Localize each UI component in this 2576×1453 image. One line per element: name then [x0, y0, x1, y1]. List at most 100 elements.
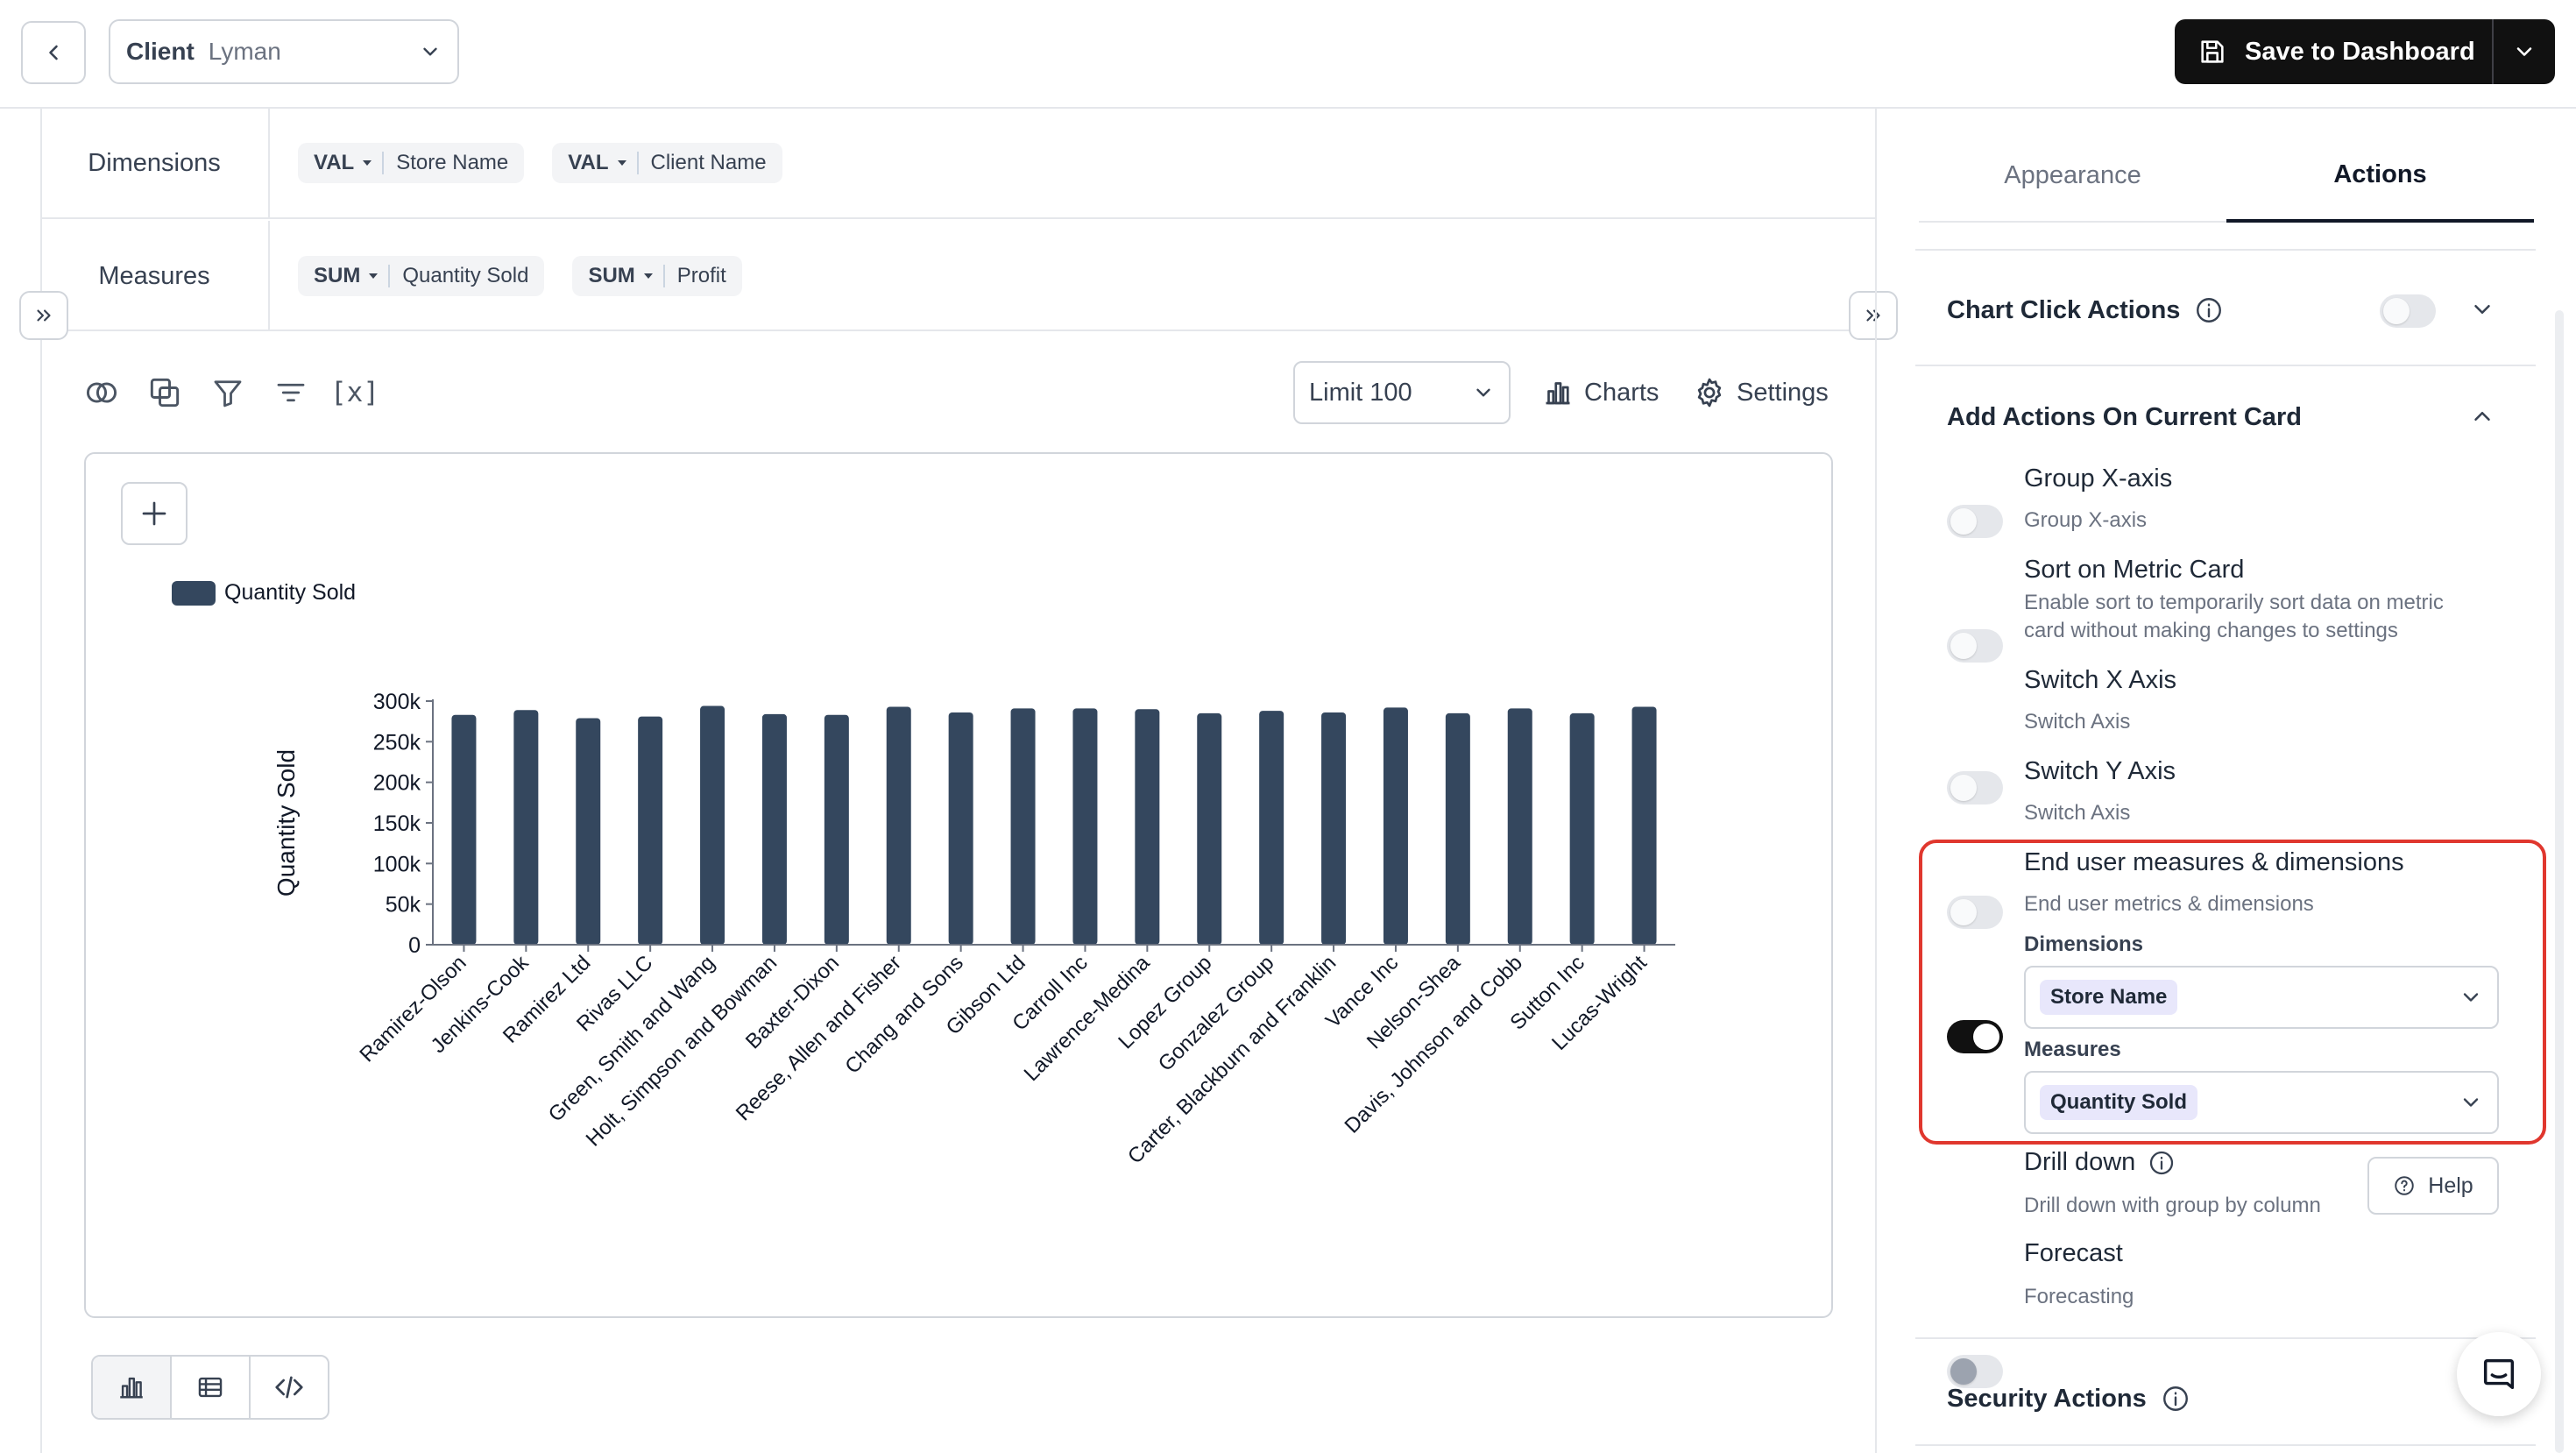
bar-chart: 0 50k 100k 150k 200k 250k 300k Ramirez-OlsonJe…	[272, 690, 1675, 1168]
chat-icon	[2483, 1358, 2515, 1390]
add-widget-button[interactable]	[121, 482, 188, 545]
sort-metric-card-toggle[interactable]	[1947, 629, 2003, 663]
bar[interactable]	[824, 714, 849, 945]
settings-button[interactable]: Settings	[1693, 373, 1829, 412]
limit-select[interactable]: Limit 100	[1293, 361, 1511, 424]
help-circle-icon	[2395, 1176, 2415, 1195]
code-view-button[interactable]	[251, 1357, 328, 1418]
y-axis: 0 50k 100k 150k 200k 250k 300k	[373, 690, 434, 958]
join-icon[interactable]	[81, 372, 123, 414]
bar[interactable]	[638, 716, 663, 945]
chart-click-actions-header: Chart Click Actions	[1947, 293, 2224, 328]
variable-icon[interactable]: [x]	[330, 377, 379, 408]
chart-view-button[interactable]	[93, 1357, 172, 1418]
eu-dimensions-select[interactable]: Store Name	[2024, 966, 2499, 1029]
bar[interactable]	[1197, 712, 1222, 945]
chip-field: Client Name	[650, 151, 767, 174]
selected-tag[interactable]: Store Name	[2040, 980, 2178, 1015]
bar[interactable]	[1321, 712, 1347, 945]
chip-aggregation: VAL	[314, 151, 355, 174]
bar[interactable]	[513, 710, 539, 945]
end-user-measures-toggle[interactable]	[1947, 1020, 2003, 1053]
group-x-axis-desc: Group X-axis	[2024, 508, 2148, 532]
chevron-up-icon[interactable]	[2469, 403, 2495, 429]
panel-divider	[1875, 109, 1877, 1453]
y-tick-label: 200k	[373, 771, 421, 796]
tab-appearance[interactable]: Appearance	[2004, 160, 2141, 189]
help-button[interactable]: Help	[2367, 1157, 2499, 1215]
settings-button-label: Settings	[1737, 378, 1829, 407]
union-icon[interactable]	[144, 372, 186, 414]
caret-down-icon[interactable]	[642, 272, 655, 280]
switch-x-axis-desc: Switch Axis	[2024, 710, 2131, 734]
drill-down-desc: Drill down with group by column	[2024, 1194, 2321, 1217]
bar[interactable]	[1383, 707, 1408, 945]
charts-button[interactable]: Charts	[1542, 373, 1659, 412]
bar[interactable]	[1631, 706, 1657, 945]
table-icon	[198, 1377, 223, 1398]
bar[interactable]	[761, 713, 787, 945]
chat-support-button[interactable]	[2457, 1332, 2541, 1416]
bar[interactable]	[1569, 712, 1595, 945]
selected-tag[interactable]: Quantity Sold	[2040, 1085, 2197, 1120]
bar[interactable]	[1445, 712, 1470, 945]
charts-button-label: Charts	[1584, 378, 1660, 407]
client-select-value: Lyman	[208, 38, 281, 65]
client-select-label: Client	[126, 38, 195, 65]
dimension-chip[interactable]: VAL Store Name	[298, 143, 525, 183]
switch-x-axis-toggle[interactable]	[1947, 771, 2003, 804]
caret-down-icon[interactable]	[367, 272, 379, 280]
save-options-button[interactable]	[2492, 19, 2555, 84]
add-actions-header: Add Actions On Current Card	[1947, 400, 2302, 435]
y-tick-label: 300k	[373, 690, 421, 714]
chip-aggregation: SUM	[314, 264, 361, 287]
panel-scrollbar[interactable]	[2555, 310, 2564, 1453]
chart-click-actions-toggle[interactable]	[2380, 294, 2436, 328]
bar[interactable]	[1135, 709, 1160, 945]
bar[interactable]	[1010, 708, 1036, 945]
group-x-axis-toggle[interactable]	[1947, 505, 2003, 538]
y-tick-label: 150k	[373, 812, 421, 836]
table-view-button[interactable]	[172, 1357, 251, 1418]
dimension-chip[interactable]: VAL Client Name	[552, 143, 782, 183]
caret-down-icon[interactable]	[361, 159, 373, 167]
plus-icon	[142, 501, 166, 526]
filter-icon[interactable]	[207, 372, 249, 414]
highlight-box	[1919, 840, 2546, 1145]
chart-legend[interactable]: Quantity Sold	[172, 580, 356, 606]
expand-left-button[interactable]	[19, 291, 68, 340]
divider	[1915, 249, 2536, 251]
save-to-dashboard-button[interactable]: Save to Dashboard	[2175, 19, 2555, 84]
y-axis-label: Quantity Sold	[272, 749, 300, 897]
back-button[interactable]	[21, 21, 86, 84]
bar[interactable]	[576, 718, 601, 945]
double-chevron-right-icon	[1866, 309, 1880, 322]
expand-right-button[interactable]	[1849, 291, 1898, 340]
bar[interactable]	[451, 714, 477, 945]
bar[interactable]	[1259, 711, 1284, 945]
bar[interactable]	[1072, 708, 1098, 945]
caret-down-icon[interactable]	[616, 159, 628, 167]
measure-chip[interactable]: SUM Quantity Sold	[298, 256, 545, 296]
view-toggle	[91, 1355, 329, 1420]
tab-actions[interactable]: Actions	[2226, 130, 2534, 223]
switch-y-axis-toggle[interactable]	[1947, 896, 2003, 929]
measures-row: Measures SUM Quantity Sold SUM Profit	[40, 221, 1877, 331]
info-icon[interactable]	[2161, 1384, 2190, 1414]
bar[interactable]	[1507, 708, 1532, 945]
bar[interactable]	[700, 705, 725, 945]
eu-measures-select[interactable]: Quantity Sold	[2024, 1071, 2499, 1134]
measure-chip[interactable]: SUM Profit	[572, 256, 742, 296]
add-actions-title: Add Actions On Current Card	[1947, 402, 2302, 431]
info-icon[interactable]	[2194, 295, 2224, 325]
sort-metric-card-title: Sort on Metric Card	[2024, 556, 2245, 584]
sort-icon[interactable]	[270, 372, 312, 414]
chevron-down-icon[interactable]	[2469, 296, 2495, 322]
bar[interactable]	[948, 712, 973, 945]
bar[interactable]	[886, 706, 911, 945]
client-select[interactable]: Client Lyman	[109, 19, 459, 84]
info-icon[interactable]	[2148, 1149, 2176, 1177]
drill-down-toggle[interactable]	[1947, 1355, 2003, 1388]
drill-down-title: Drill down	[2024, 1148, 2136, 1176]
